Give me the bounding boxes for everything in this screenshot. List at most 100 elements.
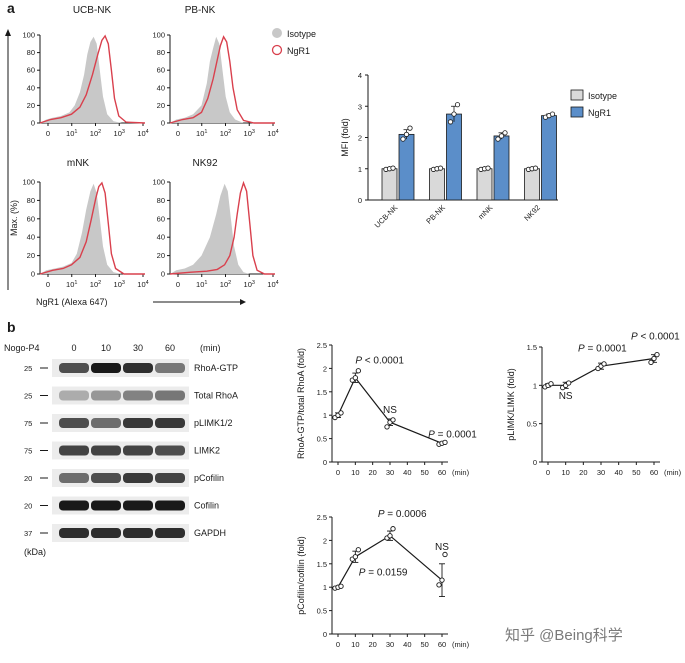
annotation-p-symbol: P: [578, 344, 585, 355]
flow-y-tick-label: 80: [157, 48, 165, 57]
blot-band: [59, 528, 89, 538]
annotation-text: NS: [559, 391, 573, 402]
line-x-tick-label: 40: [403, 468, 411, 477]
line-y-tick-label: 2: [323, 536, 327, 545]
line-annotation: NS: [383, 405, 397, 416]
line-annotation: NS: [435, 542, 449, 553]
line-series: [337, 534, 443, 588]
flow-x-tick-exponent: 4: [146, 280, 149, 286]
line-x-tick-label: 50: [420, 468, 428, 477]
blot-mw-marker: 75: [24, 419, 32, 428]
line-data-point: [352, 554, 358, 560]
flow-x-tick-base: 10: [244, 280, 252, 289]
blot-time-unit: (min): [200, 343, 221, 353]
blot-mw-marker: 20: [24, 474, 32, 483]
ngr1-histogram: [39, 34, 146, 124]
blot-protein-label: pLIMK1/2: [194, 418, 233, 428]
ngr1-legend-marker: [271, 44, 283, 56]
flow-x-tick-exponent: 1: [204, 129, 207, 135]
line-data-point: [384, 424, 390, 430]
line-data-point: [352, 375, 358, 381]
mfi-legend-label: Isotype: [588, 91, 617, 101]
flow-y-tick-label: 100: [22, 31, 35, 40]
line-series: [337, 376, 443, 444]
line-y-tick-label: 1.5: [527, 343, 537, 352]
flow-y-tick-label: 20: [157, 251, 165, 260]
western-blot: Nogo-P4 (min) (kDa) 0 10 30 60 25 RhoA-GTP 25 T…: [4, 343, 238, 557]
flow-x-tick-exponent: 2: [98, 129, 101, 135]
flow-x-tick-label: 103: [114, 280, 125, 289]
blot-band: [91, 418, 121, 428]
blot-band: [155, 500, 185, 511]
ngr1-histogram: [39, 181, 145, 275]
line-data-point: [338, 583, 344, 589]
blot-band: [155, 528, 185, 538]
flow-title: UCB-NK: [73, 5, 112, 16]
flow-x-tick-label: 102: [90, 280, 101, 289]
blot-mw-unit: (kDa): [24, 547, 46, 557]
annotation-p-symbol: P: [359, 568, 366, 579]
line-annotation: P = 0.0001: [428, 430, 477, 441]
flow-y-tick-label: 40: [27, 233, 35, 242]
flow-x-tick-exponent: 3: [122, 280, 125, 286]
mfi-y-tick-label: 3: [358, 102, 362, 111]
blot-protein-label: LIMK2: [194, 446, 220, 456]
blot-band: [59, 500, 89, 511]
annotation-text: = 0.0159: [365, 568, 407, 579]
blot-mw-marker: 25: [24, 364, 32, 373]
flow-y-tick-label: 80: [27, 48, 35, 57]
flow-y-tick-label: 0: [161, 270, 165, 279]
blot-band: [59, 445, 89, 456]
flow-y-tick-label: 60: [27, 214, 35, 223]
flow-x-tick-base: 0: [176, 129, 180, 138]
flow-x-tick-exponent: 2: [228, 280, 231, 286]
flow-y-tick-label: 20: [157, 101, 165, 110]
line-data-point: [338, 410, 344, 416]
line-y-tick-label: 1: [323, 411, 327, 420]
flow-x-tick-base: 0: [46, 280, 50, 289]
blot-timepoint: 30: [133, 343, 143, 353]
flow-x-tick-exponent: 2: [98, 280, 101, 286]
line-data-point: [436, 582, 442, 588]
blot-band: [91, 390, 121, 401]
blot-timepoint: 0: [71, 343, 76, 353]
flow-title: NK92: [192, 158, 217, 169]
flow-x-tick-label: 0: [176, 280, 180, 289]
flow-x-tick-label: 101: [66, 280, 77, 289]
flow-x-tick-exponent: 2: [228, 129, 231, 135]
line-x-tick-label: 0: [546, 468, 550, 477]
blot-protein-label: RhoA-GTP: [194, 363, 238, 373]
flow-y-tick-label: 0: [31, 119, 35, 128]
isotype-histogram: [40, 183, 122, 274]
line-annotation: P = 0.0006: [378, 509, 427, 520]
line-annotation: P = 0.0001: [578, 344, 627, 355]
blot-band: [123, 528, 153, 538]
flow-title: PB-NK: [185, 5, 216, 16]
mfi-bar: [493, 135, 510, 201]
blot-band: [91, 500, 121, 511]
mfi-y-tick-label: 1: [358, 165, 362, 174]
flow-x-tick-label: 102: [90, 129, 101, 138]
blot-band: [123, 445, 153, 456]
blot-band: [59, 363, 89, 373]
line-x-unit: (min): [452, 468, 470, 477]
blot-band: [91, 473, 121, 483]
flow-y-arrowhead: [5, 29, 11, 36]
flow-y-tick-label: 80: [27, 196, 35, 205]
mfi-category-label: NK92: [522, 203, 542, 223]
line-y-tick-label: 0: [323, 458, 327, 467]
flow-x-tick-exponent: 1: [74, 129, 77, 135]
line-y-tick-label: 0: [533, 458, 537, 467]
mfi-data-point: [447, 119, 454, 125]
mfi-y-tick-label: 4: [358, 71, 362, 80]
annotation-text: = 0.0006: [385, 509, 427, 520]
line-data-point: [442, 439, 448, 445]
flow-x-tick-base: 10: [137, 129, 145, 138]
blot-band: [123, 418, 153, 428]
flow-x-tick-label: 101: [196, 280, 207, 289]
flow-x-tick-base: 10: [90, 129, 98, 138]
line-data-point: [355, 368, 361, 374]
blot-band: [91, 445, 121, 456]
flow-x-tick-base: 10: [90, 280, 98, 289]
